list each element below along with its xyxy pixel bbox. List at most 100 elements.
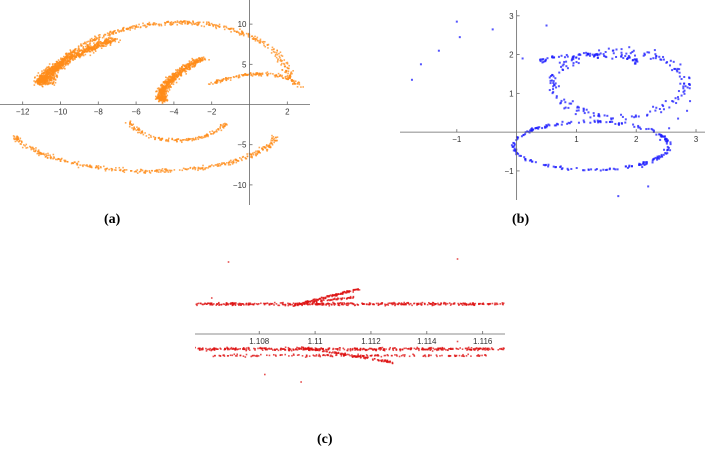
lower-loop-point: [97, 167, 100, 169]
lower-loop-point: [114, 169, 116, 171]
lower-loop-point: [255, 152, 257, 154]
lower-loop-point: [513, 144, 516, 147]
outer-spiral-dense-point: [105, 45, 107, 47]
inner-arc-faint-point: [287, 78, 290, 80]
lower-loop-point: [106, 167, 108, 170]
outer-spiral-point: [154, 23, 157, 26]
inner-arc-dense-point: [169, 78, 171, 81]
outer-spiral-point: [145, 26, 147, 29]
upper-branch-flat-point: [307, 301, 309, 304]
lower-band-point: [478, 348, 480, 351]
lower-band-point: [379, 347, 381, 349]
lower-band-point: [393, 347, 395, 349]
lower-band-point: [205, 347, 207, 350]
inner-arc-faint-point: [238, 76, 241, 78]
upper-branch-flat-point: [328, 299, 330, 301]
upper-loop-point: [598, 49, 601, 52]
lower-band-point: [227, 348, 229, 351]
lower-loop-point: [149, 172, 152, 174]
outer-spiral-dense-point: [39, 79, 42, 82]
inner-arc-dense-point: [176, 68, 179, 71]
outer-spiral-dense-point: [80, 54, 83, 57]
upper-band-point: [457, 302, 459, 305]
lower-band-point: [380, 348, 383, 350]
outer-spiral-dense-point: [100, 44, 103, 46]
lower-loop-inner-point: [222, 123, 225, 125]
upper-loop-point: [661, 103, 664, 106]
inner-arc-dense-point: [202, 59, 204, 62]
outer-spiral-dense-point: [80, 52, 83, 55]
inner-arc-faint-point: [208, 83, 211, 86]
outer-spiral-dense-point: [83, 51, 86, 54]
outer-spiral-point: [123, 29, 125, 32]
inner-arc-dense-point: [185, 70, 188, 73]
upper-branch-flat-point: [348, 296, 351, 299]
outer-spiral-dense-point: [112, 40, 114, 42]
upper-branch-flat-point: [329, 299, 332, 301]
lower-loop-point: [250, 155, 252, 157]
outer-spiral-dense-point: [48, 78, 51, 81]
lower-loop-point: [661, 155, 664, 158]
outer-spiral-point: [68, 52, 70, 55]
lower-band-point: [441, 348, 444, 350]
lower-band-point: [266, 348, 268, 351]
lower-branch-point: [381, 360, 383, 363]
outer-spiral-point: [240, 33, 243, 36]
inner-arc-dense-point: [168, 89, 171, 91]
upper-loop-point: [679, 82, 682, 85]
outer-spiral-dense-point: [93, 42, 95, 44]
lower-band-2-point: [394, 354, 396, 356]
outer-spiral-dense-point: [72, 51, 75, 53]
lower-loop-inner-point: [129, 122, 131, 125]
lower-loop-point: [220, 163, 222, 166]
inner-arc-dense-point: [159, 94, 161, 96]
outer-spiral-point: [279, 58, 282, 61]
outer-spiral-dense-point: [42, 82, 45, 85]
lower-branch-point: [384, 360, 386, 362]
upper-band-point: [210, 302, 212, 305]
outer-spiral-point: [238, 32, 240, 35]
lower-band-point: [371, 348, 373, 350]
outer-spiral-dense-point: [83, 48, 85, 50]
upper-loop-point: [582, 110, 585, 113]
upper-band-point: [196, 302, 199, 305]
inner-arc-dense-point: [160, 84, 163, 87]
outer-spiral-point: [242, 32, 244, 34]
outer-spiral-dense-point: [69, 58, 71, 60]
outer-spiral-dense-point: [65, 61, 68, 63]
lower-loop-point: [534, 161, 537, 164]
lower-loop-point: [271, 139, 274, 142]
lower-branch-point: [363, 356, 365, 359]
outer-spiral-dense-point: [60, 57, 62, 60]
upper-branch-flat-point: [323, 299, 325, 302]
inner-arc-dense-point: [199, 61, 201, 63]
lower-loop-point: [582, 119, 585, 122]
upper-band-point: [284, 303, 287, 306]
lower-band-point: [342, 347, 345, 350]
upper-band-point: [347, 304, 349, 307]
outer-spiral-point: [53, 76, 55, 79]
outer-spiral-dense-point: [90, 46, 93, 49]
lower-band-point: [368, 347, 371, 350]
outer-spiral-point: [186, 20, 189, 23]
upper-loop-point: [664, 100, 667, 103]
upper-band-point: [393, 302, 396, 305]
lower-band-point: [254, 349, 256, 351]
lower-band-point: [332, 348, 334, 351]
outer-spiral-dense-point: [71, 58, 74, 61]
outer-spiral-point: [200, 25, 203, 27]
lower-loop-point: [221, 163, 223, 166]
outer-spiral-point: [251, 37, 254, 40]
inner-arc-dense-point: [159, 91, 162, 93]
lower-loop-inner-point: [220, 129, 223, 132]
upper-loop-point: [564, 106, 567, 109]
upper-loop-point: [561, 68, 564, 71]
lower-band-point: [475, 348, 478, 350]
upper-band-point: [238, 302, 241, 305]
inner-arc-dense-point: [156, 95, 159, 98]
scattered-point: [545, 24, 548, 27]
lower-loop-point: [660, 153, 663, 156]
outer-spiral-dense-point: [106, 43, 108, 46]
outer-spiral-dense-point: [62, 65, 64, 68]
